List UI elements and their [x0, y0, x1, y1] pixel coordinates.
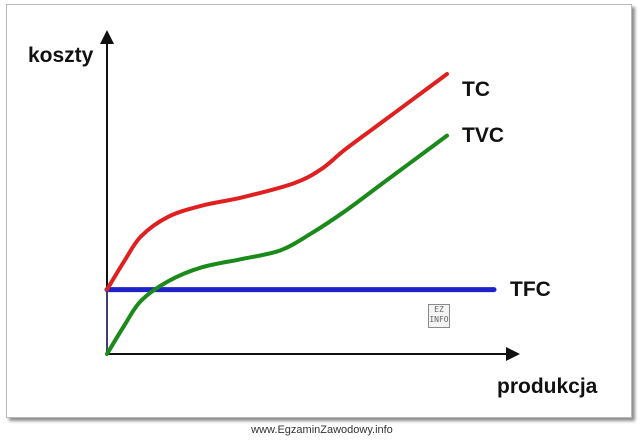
x-axis-arrow: [506, 347, 520, 361]
series-label-tc: TC: [462, 78, 490, 101]
series-label-tvc: TVC: [462, 124, 504, 147]
x-axis-label: produkcja: [497, 375, 598, 398]
logo-watermark: EZ INFO: [428, 304, 450, 328]
series-label-tfc: TFC: [510, 278, 551, 301]
series-line-tc: [105, 72, 449, 292]
footer-url: www.EgzaminZawodowy.info: [251, 424, 393, 436]
y-axis-arrow: [100, 30, 114, 44]
series-line-tvc: [105, 133, 449, 356]
y-axis-label: koszty: [28, 44, 94, 67]
